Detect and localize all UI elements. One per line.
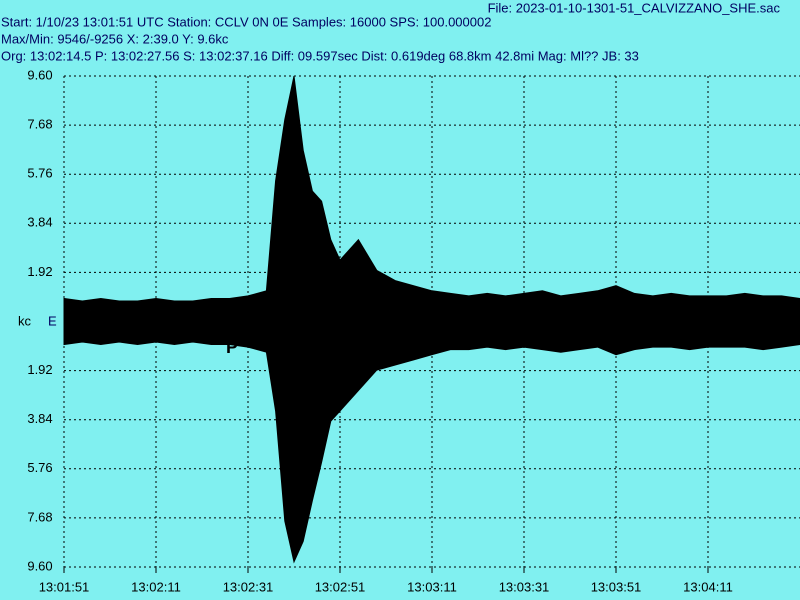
x-tick-label: 13:01:51 xyxy=(39,579,90,594)
channel-label: E xyxy=(48,313,57,328)
x-tick-label: 13:03:51 xyxy=(591,579,642,594)
y-unit: kc xyxy=(18,313,32,328)
y-tick-label: 9.60 xyxy=(27,67,52,82)
y-tick-label: 5.76 xyxy=(27,460,52,475)
x-tick-label: 13:03:11 xyxy=(407,579,457,594)
x-tick-label: 13:02:11 xyxy=(131,579,181,594)
y-tick-label: 1.92 xyxy=(27,362,52,377)
y-tick-label: 7.68 xyxy=(27,509,52,524)
trace-envelope xyxy=(63,75,800,322)
y-tick-label: 1.92 xyxy=(27,264,52,279)
header-line: Start: 1/10/23 13:01:51 UTC Station: CCL… xyxy=(1,14,491,29)
x-tick-label: 13:04:11 xyxy=(683,579,733,594)
header-line: Max/Min: 9546/-9256 X: 2:39.0 Y: 9.6kc xyxy=(1,31,229,46)
y-tick-label: 9.60 xyxy=(27,558,52,573)
x-tick-label: 13:02:51 xyxy=(315,579,366,594)
file-name: File: 2023-01-10-1301-51_CALVIZZANO_SHE.… xyxy=(488,0,781,15)
y-tick-label: 5.76 xyxy=(27,166,52,181)
header-line: Org: 13:02:14.5 P: 13:02:27.56 S: 13:02:… xyxy=(1,48,639,63)
x-tick-label: 13:02:31 xyxy=(223,579,274,594)
trace-envelope xyxy=(63,321,800,564)
y-tick-label: 3.84 xyxy=(27,411,52,426)
y-tick-label: 3.84 xyxy=(27,215,52,230)
x-tick-label: 13:03:31 xyxy=(499,579,550,594)
y-tick-label: 7.68 xyxy=(27,117,52,132)
